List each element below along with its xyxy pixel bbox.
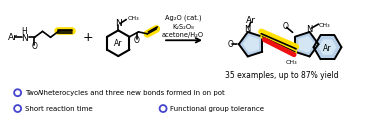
Polygon shape: [239, 32, 262, 56]
Polygon shape: [295, 32, 319, 56]
Text: Two: Two: [25, 90, 40, 96]
Text: 35 examples, up to 87% yield: 35 examples, up to 87% yield: [225, 71, 338, 80]
Polygon shape: [313, 35, 341, 59]
Text: Functional group tolerance: Functional group tolerance: [170, 106, 264, 111]
Polygon shape: [243, 36, 259, 53]
Text: O: O: [133, 36, 139, 45]
Polygon shape: [319, 39, 336, 55]
Text: O: O: [228, 40, 234, 49]
Text: CH₃: CH₃: [319, 23, 330, 28]
Text: N: N: [21, 34, 28, 43]
Circle shape: [160, 105, 167, 112]
Text: H: H: [22, 27, 28, 36]
Text: N: N: [307, 24, 313, 34]
Text: O: O: [32, 42, 37, 51]
Text: Ar: Ar: [246, 16, 256, 25]
Text: N: N: [245, 24, 251, 34]
Circle shape: [14, 105, 21, 112]
Text: -heterocycles and three new bonds formed in on pot: -heterocycles and three new bonds formed…: [41, 90, 225, 96]
Text: CH₃: CH₃: [127, 16, 139, 21]
Circle shape: [14, 89, 21, 96]
Text: +: +: [83, 31, 94, 44]
Text: Ar: Ar: [114, 39, 122, 48]
Text: Ar: Ar: [323, 44, 332, 53]
Text: Short reaction time: Short reaction time: [25, 106, 92, 111]
Text: Ag₂O (cat.)
K₂S₂O₈
acetone/H₂O: Ag₂O (cat.) K₂S₂O₈ acetone/H₂O: [162, 15, 204, 38]
Text: N: N: [115, 19, 122, 28]
Polygon shape: [298, 36, 314, 53]
Text: CH₃: CH₃: [286, 59, 297, 65]
Text: O: O: [283, 22, 288, 31]
Text: Ar: Ar: [8, 33, 17, 42]
Text: N: N: [37, 90, 43, 96]
